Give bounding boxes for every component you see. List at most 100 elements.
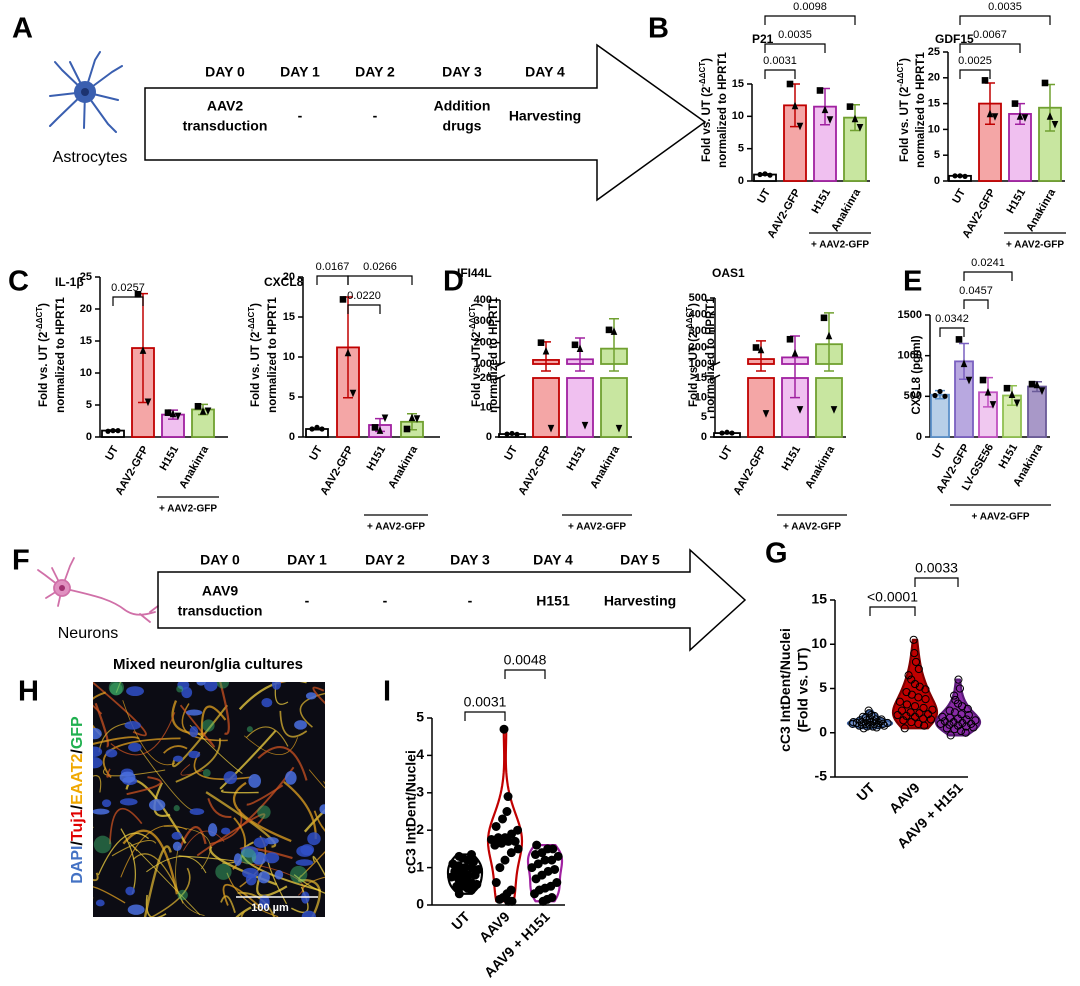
y-tick-label: 1500 (898, 309, 922, 321)
data-point (1003, 384, 1011, 392)
nucleus (295, 859, 314, 866)
y-axis-label: Fold vs. UT (2-ΔΔCT) (896, 58, 911, 162)
y-tick-label: 10 (695, 392, 707, 404)
event-label: - (383, 593, 388, 609)
data-point (500, 855, 510, 865)
data-point (503, 792, 513, 802)
day-label: DAY 1 (287, 552, 327, 568)
x-tick-label: H151 (997, 442, 1021, 471)
data-point (610, 327, 618, 335)
significance-bracket (959, 15, 1051, 25)
data-point (1016, 112, 1024, 120)
data-point (537, 339, 545, 346)
significance-bracket (869, 606, 916, 616)
data-point (547, 424, 555, 433)
fiber (97, 832, 150, 876)
x-tick-label: AAV9 (476, 908, 513, 945)
p-value-label: 0.0457 (959, 285, 993, 297)
fiber (200, 705, 227, 739)
data-point (945, 706, 954, 715)
data-point (962, 715, 971, 724)
fiber (313, 810, 325, 833)
data-point (960, 359, 968, 368)
chart-title: IL-1β (55, 275, 84, 289)
data-point (919, 714, 928, 723)
image-title: Mixed neuron/glia cultures (113, 656, 303, 673)
y-axis-label-end: ) (471, 303, 483, 307)
y-tick-label: 1 (416, 858, 424, 874)
data-point (314, 424, 320, 430)
fiber (245, 726, 289, 747)
data-point (719, 430, 725, 436)
data-point (984, 387, 992, 396)
data-point (796, 122, 804, 131)
data-point (950, 691, 959, 700)
y-axis-label-end: ) (38, 303, 50, 307)
cell-type: Astrocytes (53, 149, 128, 166)
y-tick-label: 20 (283, 271, 295, 283)
data-point (1051, 120, 1059, 129)
data-point (309, 426, 315, 432)
x-tick-label: H151 (780, 444, 804, 473)
chart-title: IFI44L (457, 266, 492, 280)
fiber (129, 842, 201, 916)
p-value-label: 0.0035 (988, 1, 1022, 13)
day-label: DAY 4 (533, 552, 573, 568)
data-point (169, 409, 177, 418)
x-tick-label: H151 (1005, 187, 1029, 216)
y-tick-label: 300 (689, 325, 707, 337)
data-point (870, 711, 879, 721)
data-point (615, 424, 623, 433)
data-point (907, 690, 917, 699)
data-point (821, 105, 829, 114)
data-point (910, 649, 919, 658)
y-axis-label: cC3 IntDent/Nuclei (777, 628, 793, 752)
data-point (531, 874, 541, 884)
data-point (504, 896, 514, 906)
data-point (339, 296, 347, 303)
panel-letter: F (12, 545, 30, 577)
group-label: + AAV2-GFP (1006, 240, 1064, 251)
data-point (605, 326, 613, 334)
x-tick-label: UT (853, 779, 878, 804)
data-point (965, 376, 973, 385)
panel-letter: A (12, 13, 33, 45)
cell-type: Neurons (58, 625, 118, 642)
nucleus (242, 867, 259, 879)
p-value-label: 0.0266 (363, 261, 397, 273)
y-tick-label: 10 (80, 367, 92, 379)
separator: / (69, 840, 86, 845)
y-axis-label-sup: -ΔΔCT (468, 307, 477, 332)
gfp-spot (109, 682, 123, 696)
y-tick-label: 10 (811, 635, 827, 651)
nucleus (305, 692, 317, 700)
channel-name: EAAT2 (69, 754, 86, 805)
y-axis-label-text: Fold vs. UT (2 (688, 332, 700, 407)
p-value-label: 0.0031 (464, 694, 507, 710)
nucleus (95, 899, 105, 907)
x-tick-label: AAV2-GFP (516, 444, 554, 497)
nucleus (220, 827, 231, 835)
data-point (495, 863, 505, 873)
fiber (110, 712, 176, 756)
fiber (196, 813, 266, 857)
y-axis-label-text: Fold vs. UT (2 (38, 332, 50, 407)
fiber (222, 883, 262, 909)
x-tick-label: H151 (158, 444, 182, 473)
gfp-spot (173, 805, 180, 812)
data-point (796, 406, 804, 414)
nucleus (188, 750, 201, 759)
nucleus (173, 755, 184, 762)
significance-bracket (347, 304, 381, 314)
fiber (274, 682, 289, 705)
data-point (883, 718, 892, 728)
nucleus (271, 682, 282, 690)
data-point (448, 859, 458, 869)
y-axis-label: CXCL8 (pg/ml) (911, 335, 923, 414)
micrograph: 100 µm (93, 682, 325, 917)
significance-bracket (914, 577, 959, 587)
data-point (1013, 399, 1021, 408)
data-point (864, 706, 873, 715)
y-tick-label: 0 (738, 175, 744, 187)
